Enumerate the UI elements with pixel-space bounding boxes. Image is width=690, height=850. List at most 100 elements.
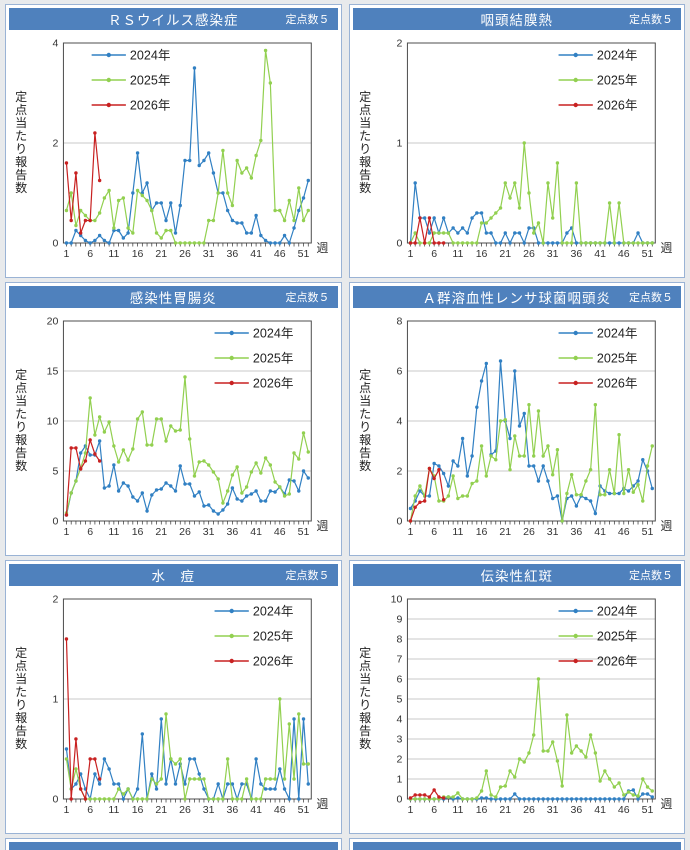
svg-text:定: 定 bbox=[359, 367, 371, 382]
svg-text:51: 51 bbox=[298, 248, 310, 260]
chart-title: ＲＳウイルス感染症 bbox=[108, 13, 239, 28]
svg-text:36: 36 bbox=[570, 248, 582, 260]
svg-text:0: 0 bbox=[53, 794, 59, 806]
svg-text:告: 告 bbox=[15, 446, 27, 460]
svg-text:当: 当 bbox=[15, 116, 27, 130]
svg-text:数: 数 bbox=[15, 180, 27, 195]
svg-text:21: 21 bbox=[155, 804, 167, 816]
svg-text:り: り bbox=[359, 698, 371, 712]
svg-text:26: 26 bbox=[179, 248, 191, 260]
svg-text:1: 1 bbox=[407, 248, 413, 260]
svg-text:告: 告 bbox=[359, 446, 371, 460]
svg-text:26: 26 bbox=[523, 804, 535, 816]
panel-header: ＲＳウイルス感染症 定点数５ bbox=[9, 8, 338, 30]
svg-text:36: 36 bbox=[227, 526, 239, 538]
svg-text:週: 週 bbox=[660, 241, 672, 255]
svg-text:16: 16 bbox=[475, 804, 487, 816]
svg-text:点: 点 bbox=[15, 103, 27, 117]
svg-text:2024年: 2024年 bbox=[596, 327, 637, 341]
svg-text:31: 31 bbox=[546, 248, 558, 260]
sentinel-count-badge: 定点数５ bbox=[285, 292, 330, 304]
svg-text:当: 当 bbox=[15, 394, 27, 408]
svg-text:41: 41 bbox=[594, 526, 606, 538]
svg-text:36: 36 bbox=[227, 248, 239, 260]
chart-panel-pharyngoconjunctival-fever: 咽頭結膜熱 定点数５ 0 1 2 1 6 11 16 21 26 31 36 41 46 51 週定点当たり… bbox=[348, 4, 685, 278]
svg-text:た: た bbox=[15, 685, 27, 699]
svg-text:5: 5 bbox=[396, 694, 402, 706]
svg-text:41: 41 bbox=[594, 248, 606, 260]
svg-text:定: 定 bbox=[15, 367, 27, 382]
svg-text:0: 0 bbox=[396, 794, 402, 806]
svg-text:8: 8 bbox=[396, 634, 402, 646]
svg-text:6: 6 bbox=[396, 366, 402, 378]
chart-panel-infectious-gastroenteritis: 感染性胃腸炎 定点数５ 0 5 10 15 20 1 6 11 16 21 26 31 36 41 46 51… bbox=[5, 282, 342, 556]
svg-text:21: 21 bbox=[499, 804, 511, 816]
svg-text:報: 報 bbox=[359, 433, 371, 447]
panel-header: Ａ群溶血性レンサ球菌咽頭炎 定点数５ bbox=[352, 286, 681, 308]
svg-text:数: 数 bbox=[359, 458, 371, 473]
svg-text:2026年: 2026年 bbox=[253, 655, 294, 669]
svg-text:報: 報 bbox=[15, 155, 27, 169]
svg-text:46: 46 bbox=[617, 248, 629, 260]
chart-title: 感染性胃腸炎 bbox=[129, 291, 217, 306]
svg-text:2024年: 2024年 bbox=[253, 327, 294, 341]
svg-text:11: 11 bbox=[452, 804, 463, 816]
svg-text:46: 46 bbox=[617, 804, 629, 816]
svg-text:4: 4 bbox=[53, 38, 59, 50]
svg-text:2: 2 bbox=[396, 38, 402, 50]
svg-text:2026年: 2026年 bbox=[130, 99, 171, 113]
svg-text:1: 1 bbox=[64, 526, 70, 538]
svg-text:41: 41 bbox=[250, 804, 262, 816]
next-row-panel-header-partial bbox=[352, 842, 681, 850]
svg-text:週: 週 bbox=[316, 241, 328, 255]
svg-text:41: 41 bbox=[250, 526, 262, 538]
panel-header: 水 痘 定点数５ bbox=[9, 564, 338, 586]
svg-text:数: 数 bbox=[15, 736, 27, 751]
svg-text:51: 51 bbox=[298, 804, 310, 816]
svg-text:21: 21 bbox=[155, 526, 167, 538]
svg-text:6: 6 bbox=[87, 804, 93, 816]
svg-text:1: 1 bbox=[396, 774, 402, 786]
sentinel-count-badge: 定点数５ bbox=[629, 292, 673, 304]
svg-text:た: た bbox=[359, 129, 371, 143]
svg-text:点: 点 bbox=[15, 381, 27, 395]
svg-text:1: 1 bbox=[64, 248, 70, 260]
svg-text:16: 16 bbox=[132, 804, 144, 816]
svg-text:21: 21 bbox=[499, 526, 511, 538]
svg-text:た: た bbox=[15, 129, 27, 143]
svg-text:26: 26 bbox=[523, 526, 535, 538]
svg-text:当: 当 bbox=[15, 672, 27, 686]
panel-header: 咽頭結膜熱 定点数５ bbox=[352, 8, 681, 30]
svg-text:0: 0 bbox=[396, 516, 402, 528]
svg-text:6: 6 bbox=[87, 526, 93, 538]
svg-text:点: 点 bbox=[359, 381, 371, 395]
svg-text:2024年: 2024年 bbox=[253, 605, 294, 619]
panel-header: 感染性胃腸炎 定点数５ bbox=[9, 286, 338, 308]
svg-text:告: 告 bbox=[15, 724, 27, 738]
svg-text:2024年: 2024年 bbox=[596, 605, 637, 619]
svg-text:り: り bbox=[359, 420, 371, 434]
svg-text:り: り bbox=[15, 698, 27, 712]
svg-text:2: 2 bbox=[53, 138, 59, 150]
svg-text:11: 11 bbox=[108, 248, 119, 260]
sentinel-count-badge: 定点数５ bbox=[629, 14, 673, 26]
svg-text:り: り bbox=[359, 142, 371, 156]
svg-text:週: 週 bbox=[316, 519, 328, 533]
svg-text:2025年: 2025年 bbox=[253, 630, 294, 644]
svg-text:2: 2 bbox=[53, 594, 59, 606]
svg-text:8: 8 bbox=[396, 316, 402, 328]
svg-text:51: 51 bbox=[641, 804, 653, 816]
svg-text:31: 31 bbox=[203, 526, 215, 538]
svg-text:3: 3 bbox=[396, 734, 402, 746]
svg-text:46: 46 bbox=[274, 804, 286, 816]
chart-title: 咽頭結膜熱 bbox=[480, 13, 553, 28]
chart-panel-rs-virus: ＲＳウイルス感染症 定点数５ 0 2 4 1 6 11 16 21 26 31 36 41 46 51 週定… bbox=[5, 4, 342, 278]
svg-text:46: 46 bbox=[274, 248, 286, 260]
svg-text:定: 定 bbox=[15, 89, 27, 104]
svg-text:2025年: 2025年 bbox=[130, 74, 171, 88]
svg-text:点: 点 bbox=[359, 659, 371, 673]
svg-text:36: 36 bbox=[570, 526, 582, 538]
